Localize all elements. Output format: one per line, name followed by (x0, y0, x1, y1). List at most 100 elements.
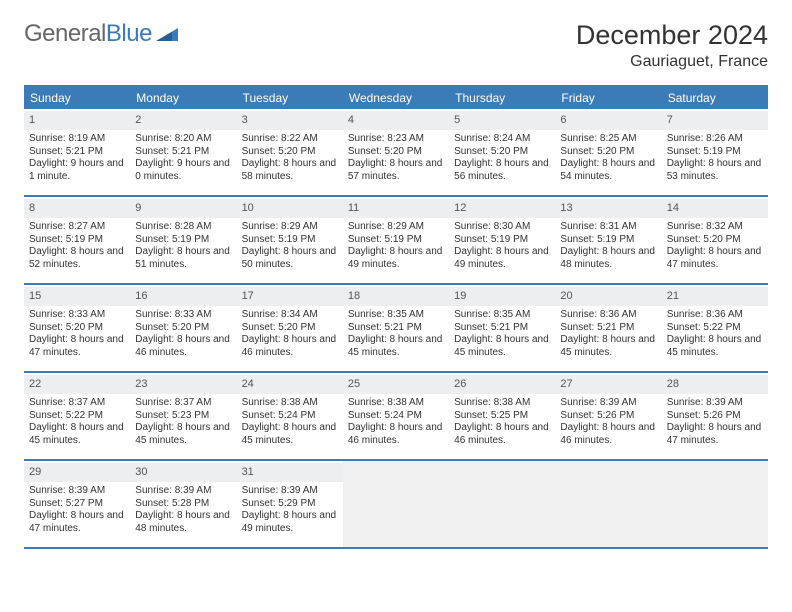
sunrise-line: Sunrise: 8:36 AM (667, 309, 763, 322)
day-number-strip: 22 (24, 375, 130, 394)
day-number-strip: 27 (555, 375, 661, 394)
sunset-line: Sunset: 5:20 PM (667, 234, 763, 247)
calendar-day: 24Sunrise: 8:38 AMSunset: 5:24 PMDayligh… (237, 373, 343, 459)
sunrise-line: Sunrise: 8:33 AM (29, 309, 125, 322)
sunrise-line: Sunrise: 8:33 AM (135, 309, 231, 322)
weekday-header: Wednesday (343, 87, 449, 109)
day-number-strip: 14 (662, 199, 768, 218)
daylight-line: Daylight: 9 hours and 0 minutes. (135, 158, 231, 184)
sunrise-line: Sunrise: 8:30 AM (454, 221, 550, 234)
calendar-day-empty (343, 461, 449, 547)
day-number: 25 (348, 378, 360, 390)
day-number-strip: 29 (24, 463, 130, 482)
calendar-day: 25Sunrise: 8:38 AMSunset: 5:24 PMDayligh… (343, 373, 449, 459)
sunrise-line: Sunrise: 8:25 AM (560, 133, 656, 146)
sunset-line: Sunset: 5:19 PM (454, 234, 550, 247)
daylight-line: Daylight: 8 hours and 45 minutes. (667, 334, 763, 360)
weekday-header: Monday (130, 87, 236, 109)
day-number: 22 (29, 378, 41, 390)
weekday-header: Saturday (662, 87, 768, 109)
sunrise-line: Sunrise: 8:29 AM (242, 221, 338, 234)
calendar-week-row: 1Sunrise: 8:19 AMSunset: 5:21 PMDaylight… (24, 109, 768, 197)
sunset-line: Sunset: 5:22 PM (667, 322, 763, 335)
sunrise-line: Sunrise: 8:38 AM (242, 397, 338, 410)
daylight-line: Daylight: 8 hours and 58 minutes. (242, 158, 338, 184)
sunrise-line: Sunrise: 8:31 AM (560, 221, 656, 234)
sunset-line: Sunset: 5:28 PM (135, 498, 231, 511)
calendar-week-row: 15Sunrise: 8:33 AMSunset: 5:20 PMDayligh… (24, 285, 768, 373)
day-number: 27 (560, 378, 572, 390)
brand-part2: Blue (106, 20, 152, 48)
sunrise-line: Sunrise: 8:20 AM (135, 133, 231, 146)
weekday-header: Thursday (449, 87, 555, 109)
calendar-day: 27Sunrise: 8:39 AMSunset: 5:26 PMDayligh… (555, 373, 661, 459)
day-number: 7 (667, 114, 673, 126)
calendar-day-empty (555, 461, 661, 547)
calendar-body: 1Sunrise: 8:19 AMSunset: 5:21 PMDaylight… (24, 109, 768, 549)
day-number-strip: 7 (662, 111, 768, 130)
calendar-day: 11 Sunrise: 8:29 AMSunset: 5:19 PMDayligh… (343, 197, 449, 283)
calendar-day: 5Sunrise: 8:24 AMSunset: 5:20 PMDaylight… (449, 109, 555, 195)
day-number: 4 (348, 114, 354, 126)
daylight-line: Daylight: 8 hours and 56 minutes. (454, 158, 550, 184)
sunrise-line: Sunrise: 8:27 AM (29, 221, 125, 234)
sunrise-line: Sunrise: 8:35 AM (454, 309, 550, 322)
sunrise-line: Sunrise: 8:32 AM (667, 221, 763, 234)
day-number-strip: 15 (24, 287, 130, 306)
day-number-strip: 6 (555, 111, 661, 130)
sunset-line: Sunset: 5:21 PM (348, 322, 444, 335)
sunrise-line: Sunrise: 8:37 AM (29, 397, 125, 410)
title-block: December 2024 Gauriaguet, France (576, 20, 768, 71)
daylight-line: Daylight: 8 hours and 45 minutes. (560, 334, 656, 360)
sunset-line: Sunset: 5:21 PM (560, 322, 656, 335)
sunset-line: Sunset: 5:22 PM (29, 410, 125, 423)
day-number: 17 (242, 290, 254, 302)
calendar-day: 28Sunrise: 8:39 AMSunset: 5:26 PMDayligh… (662, 373, 768, 459)
calendar-day: 10Sunrise: 8:29 AMSunset: 5:19 PMDayligh… (237, 197, 343, 283)
daylight-line: Daylight: 8 hours and 49 minutes. (348, 246, 444, 272)
calendar-day: 9Sunrise: 8:28 AMSunset: 5:19 PMDaylight… (130, 197, 236, 283)
daylight-line: Daylight: 8 hours and 49 minutes. (454, 246, 550, 272)
day-number-strip: 11 (343, 199, 449, 218)
day-number: 14 (667, 202, 679, 214)
weekday-header: Friday (555, 87, 661, 109)
brand-logo: GeneralBlue (24, 20, 178, 48)
calendar-week-row: 8Sunrise: 8:27 AMSunset: 5:19 PMDaylight… (24, 197, 768, 285)
calendar-day: 18Sunrise: 8:35 AMSunset: 5:21 PMDayligh… (343, 285, 449, 371)
calendar-day: 1Sunrise: 8:19 AMSunset: 5:21 PMDaylight… (24, 109, 130, 195)
day-number-strip: 1 (24, 111, 130, 130)
day-number-strip: 28 (662, 375, 768, 394)
sunset-line: Sunset: 5:19 PM (348, 234, 444, 247)
calendar-day: 20Sunrise: 8:36 AMSunset: 5:21 PMDayligh… (555, 285, 661, 371)
sunset-line: Sunset: 5:20 PM (348, 146, 444, 159)
location-label: Gauriaguet, France (576, 53, 768, 71)
day-number: 10 (242, 202, 254, 214)
day-number: 18 (348, 290, 360, 302)
daylight-line: Daylight: 9 hours and 1 minute. (29, 158, 125, 184)
sunrise-line: Sunrise: 8:38 AM (454, 397, 550, 410)
sunrise-line: Sunrise: 8:29 AM (348, 221, 444, 234)
calendar-day: 14Sunrise: 8:32 AMSunset: 5:20 PMDayligh… (662, 197, 768, 283)
month-title: December 2024 (576, 20, 768, 51)
sunrise-line: Sunrise: 8:24 AM (454, 133, 550, 146)
daylight-line: Daylight: 8 hours and 47 minutes. (29, 334, 125, 360)
day-number: 31 (242, 466, 254, 478)
sunrise-line: Sunrise: 8:37 AM (135, 397, 231, 410)
sunrise-line: Sunrise: 8:39 AM (560, 397, 656, 410)
day-number-strip: 4 (343, 111, 449, 130)
sunset-line: Sunset: 5:19 PM (560, 234, 656, 247)
day-number-strip: 12 (449, 199, 555, 218)
day-number-strip: 30 (130, 463, 236, 482)
weekday-header-row: SundayMondayTuesdayWednesdayThursdayFrid… (24, 87, 768, 109)
day-number-strip: 23 (130, 375, 236, 394)
sunset-line: Sunset: 5:20 PM (135, 322, 231, 335)
daylight-line: Daylight: 8 hours and 45 minutes. (454, 334, 550, 360)
daylight-line: Daylight: 8 hours and 54 minutes. (560, 158, 656, 184)
calendar-day: 23Sunrise: 8:37 AMSunset: 5:23 PMDayligh… (130, 373, 236, 459)
day-number-strip: 17 (237, 287, 343, 306)
day-number-strip: 5 (449, 111, 555, 130)
weekday-header: Sunday (24, 87, 130, 109)
sunset-line: Sunset: 5:19 PM (135, 234, 231, 247)
weekday-header: Tuesday (237, 87, 343, 109)
sunset-line: Sunset: 5:19 PM (242, 234, 338, 247)
